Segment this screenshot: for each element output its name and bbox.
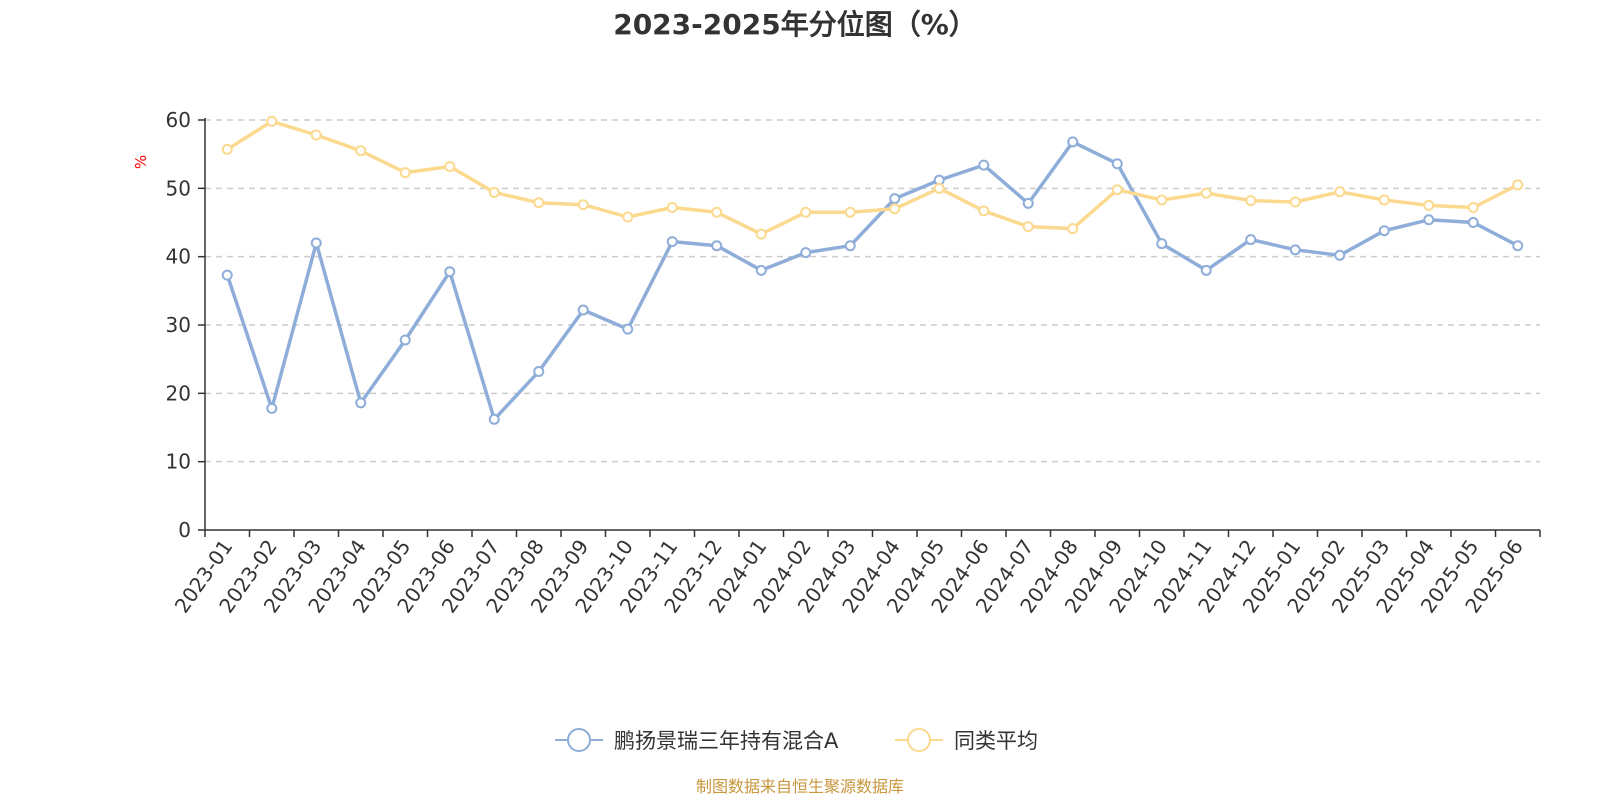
data-point [310, 129, 322, 141]
data-point [1156, 194, 1168, 206]
series-line [226, 119, 1519, 236]
data-point [1378, 225, 1390, 237]
data-point [755, 228, 767, 240]
data-source-note: 制图数据来自恒生聚源数据库 [696, 777, 904, 796]
data-point [622, 323, 634, 335]
data-point [488, 186, 500, 198]
data-point [1067, 223, 1079, 235]
data-point [221, 269, 233, 281]
data-point [444, 266, 456, 278]
data-point [266, 402, 278, 414]
series-2 [221, 115, 1524, 240]
series-line [225, 140, 1519, 422]
data-point [399, 334, 411, 346]
data-point [577, 304, 589, 316]
y-tick-label: 30 [166, 313, 191, 337]
data-point [533, 365, 545, 377]
data-point [1245, 234, 1257, 246]
legend-label: 同类平均 [954, 729, 1038, 753]
data-point [800, 206, 812, 218]
series-1 [221, 136, 1524, 425]
data-point [399, 167, 411, 179]
data-point [355, 397, 367, 409]
data-point [1111, 184, 1123, 196]
data-point [1289, 244, 1301, 256]
data-point [355, 145, 367, 157]
data-point [1200, 187, 1212, 199]
data-point [221, 143, 233, 155]
data-point [1467, 201, 1479, 213]
data-point [933, 182, 945, 194]
legend-marker [567, 728, 591, 752]
y-tick-label: 10 [166, 450, 191, 474]
data-point [1200, 264, 1212, 276]
y-tick-label: 0 [178, 518, 191, 542]
legend-item-2: 同类平均 [895, 728, 1038, 753]
y-axis-unit: % [132, 155, 150, 169]
data-point [666, 236, 678, 248]
data-point [1022, 197, 1034, 209]
data-point [444, 160, 456, 172]
data-point [310, 237, 322, 249]
data-point [844, 206, 856, 218]
y-tick-label: 40 [166, 245, 191, 269]
data-point [1289, 196, 1301, 208]
data-point [1467, 217, 1479, 228]
data-point [1067, 136, 1079, 148]
data-point [1512, 179, 1524, 191]
data-point [1512, 240, 1524, 252]
axes: 01020304050602023-012023-022023-032023-0… [166, 108, 1541, 617]
data-point [889, 193, 901, 205]
legend: 鹏扬景瑞三年持有混合A 同类平均 [555, 728, 1038, 753]
y-tick-label: 60 [166, 108, 191, 132]
y-tick-label: 20 [166, 381, 191, 405]
data-point [1378, 194, 1390, 206]
data-point [755, 264, 767, 276]
data-point [844, 240, 856, 252]
y-tick-label: 50 [166, 176, 191, 200]
data-point [488, 413, 500, 425]
legend-label: 鹏扬景瑞三年持有混合A [614, 729, 839, 753]
data-point [577, 199, 589, 211]
legend-marker [907, 728, 931, 752]
data-point [1156, 238, 1168, 250]
chart-title: 2023-2025年分位图（%） [613, 8, 977, 41]
data-point [1423, 214, 1435, 226]
gridlines [205, 119, 1540, 463]
data-point [1111, 158, 1123, 170]
data-point [978, 205, 990, 217]
series-lines [221, 115, 1524, 425]
data-point [1022, 221, 1034, 233]
data-point [1423, 199, 1435, 211]
data-point [622, 211, 634, 223]
data-point [1334, 249, 1346, 261]
data-point [666, 201, 678, 213]
data-point [711, 206, 723, 218]
data-point [800, 247, 812, 259]
data-point [889, 203, 901, 215]
legend-item-1: 鹏扬景瑞三年持有混合A [555, 728, 839, 753]
data-point [1334, 186, 1346, 198]
data-point [1245, 195, 1257, 207]
data-point [533, 197, 545, 209]
data-point [266, 115, 278, 127]
data-point [711, 240, 723, 252]
data-point [978, 159, 990, 171]
